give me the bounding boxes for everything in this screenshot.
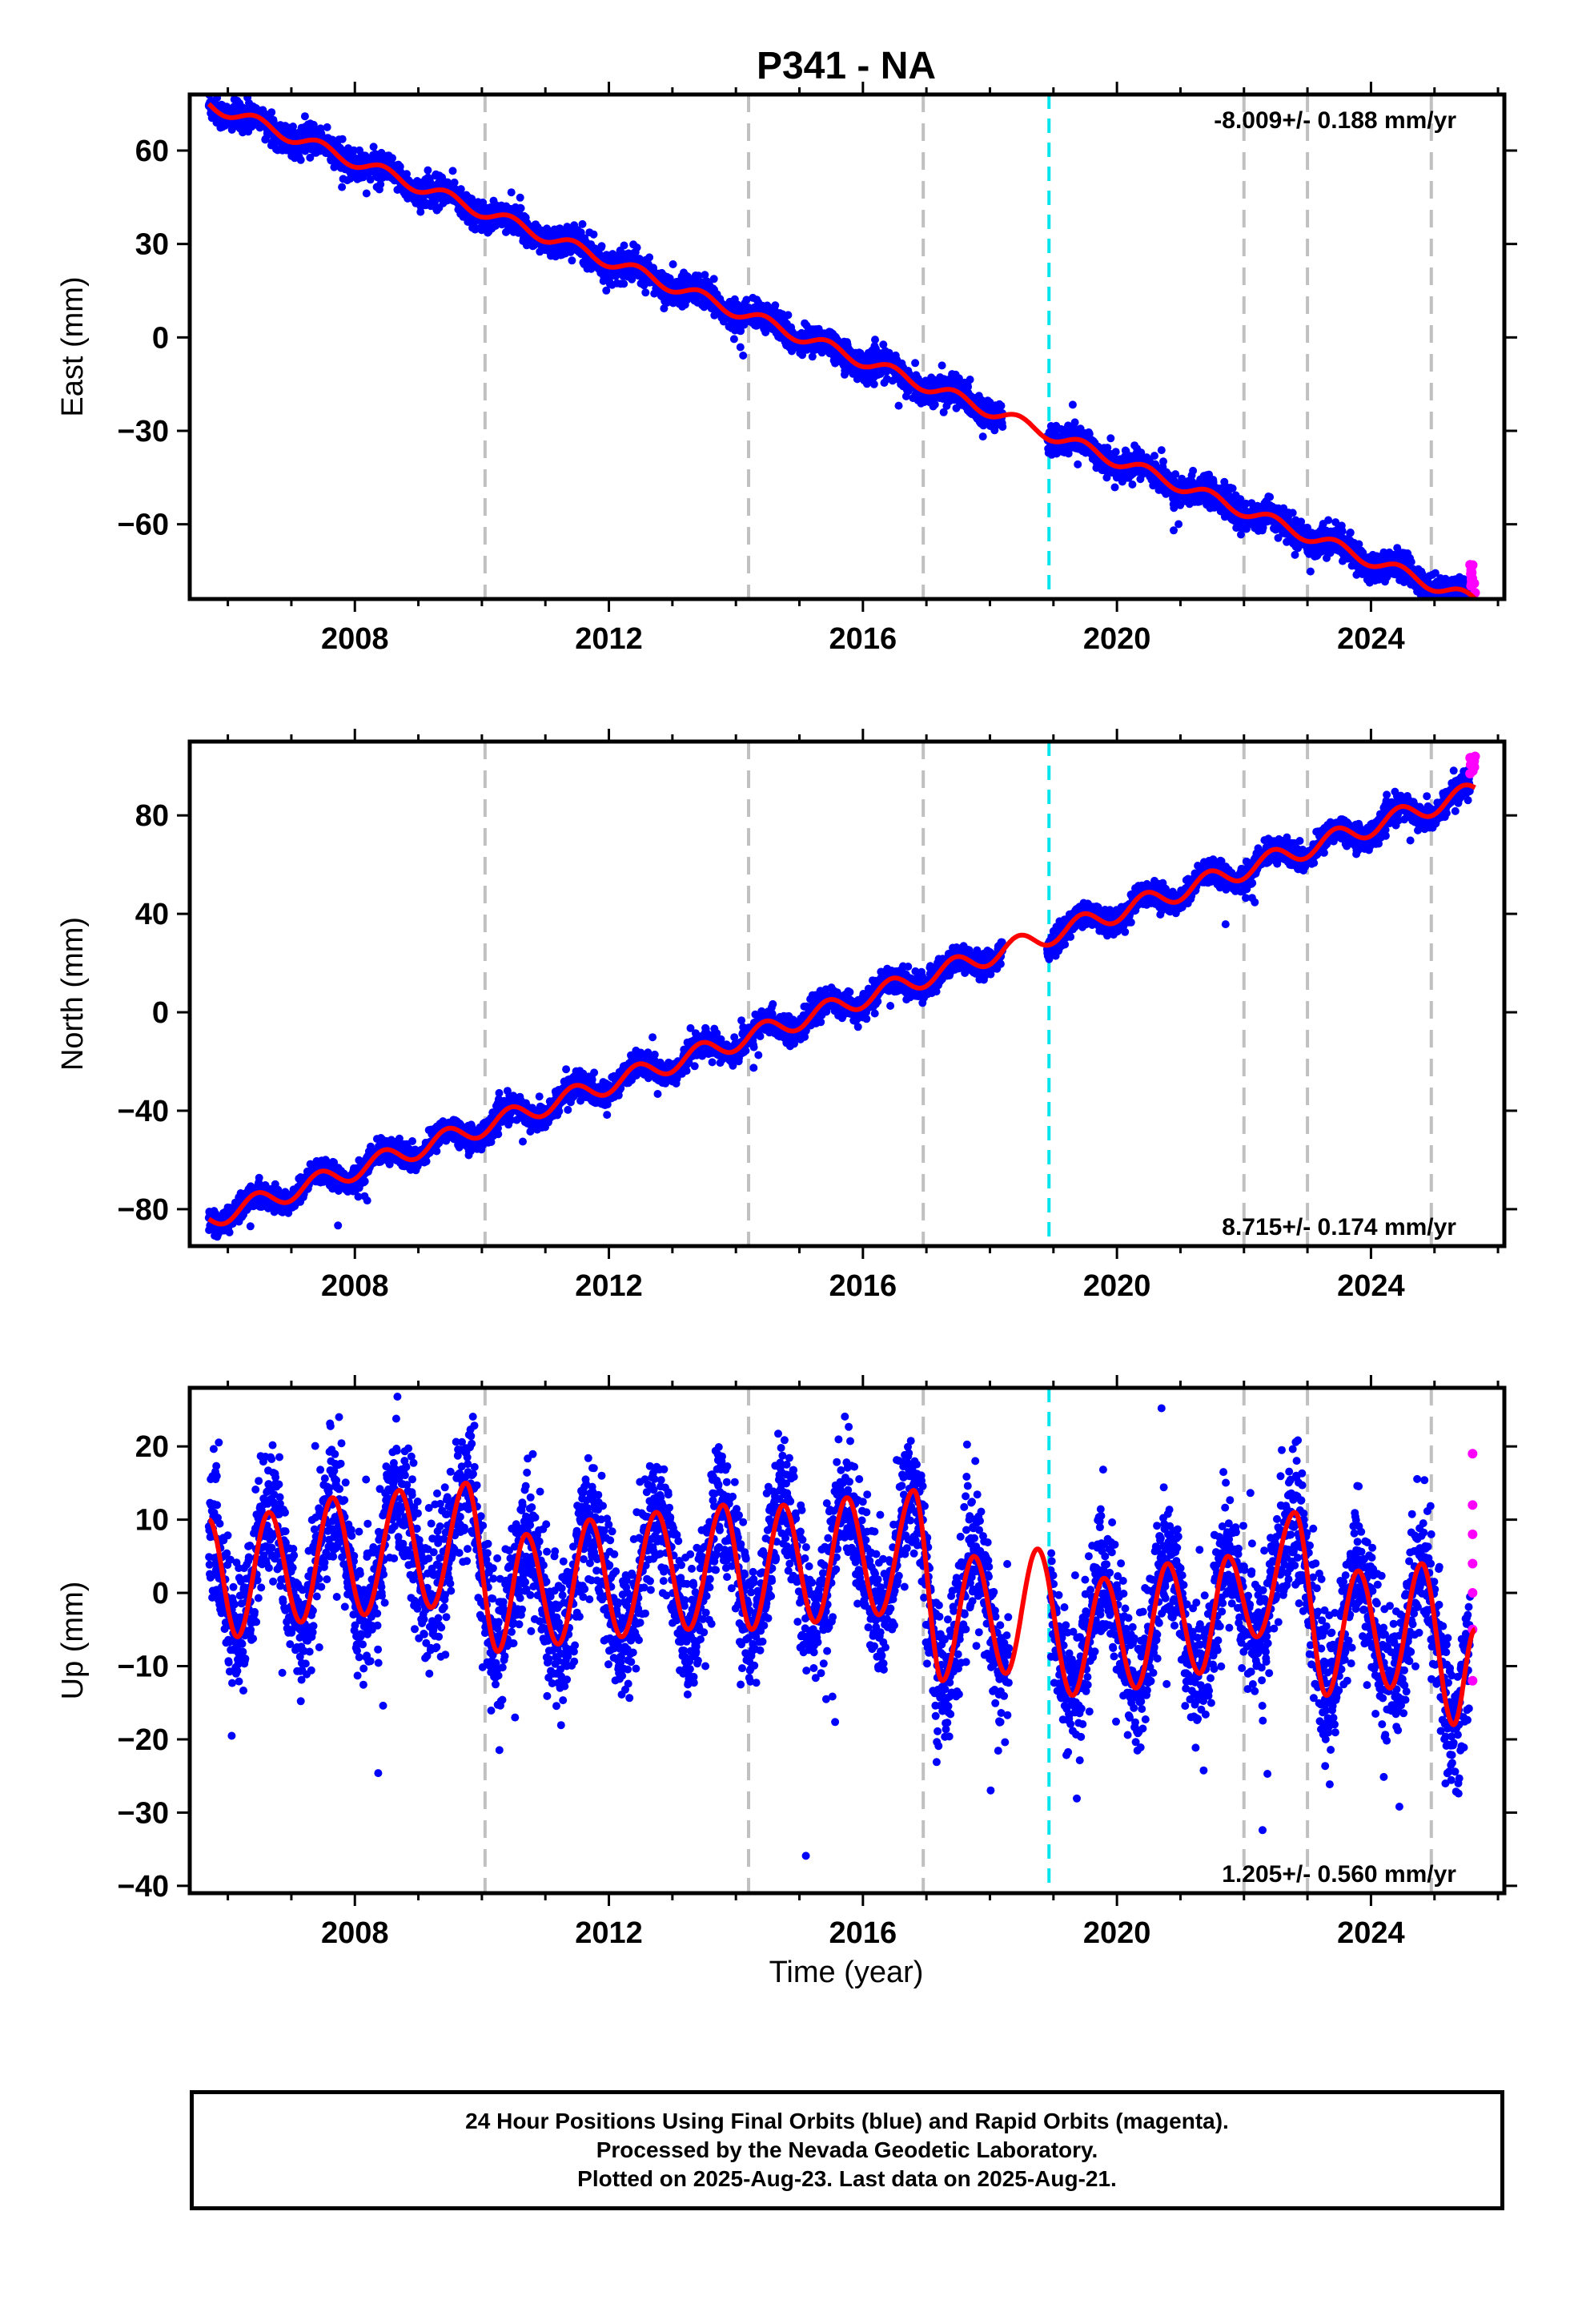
data-point	[1324, 516, 1333, 525]
data-point	[645, 253, 654, 262]
data-point	[739, 352, 748, 360]
data-point	[369, 143, 378, 151]
data-point	[1338, 527, 1347, 536]
data-point	[1407, 557, 1415, 566]
data-point	[362, 189, 371, 198]
data-point	[871, 336, 879, 344]
data-point	[568, 256, 576, 265]
data-point	[1106, 434, 1115, 443]
data-point	[1157, 446, 1166, 455]
data-point	[620, 241, 628, 250]
data-point	[1150, 452, 1158, 460]
data-point	[350, 146, 358, 155]
data-point	[1228, 484, 1237, 493]
data-point	[376, 180, 385, 189]
data-point	[771, 301, 780, 310]
chart-title: P341 - NA	[757, 45, 936, 87]
data-point	[597, 242, 606, 251]
data-point	[869, 380, 878, 388]
data-point	[1170, 526, 1178, 535]
data-point	[641, 288, 650, 297]
data-point	[403, 170, 411, 179]
data-point	[966, 376, 974, 384]
data-point	[1128, 480, 1137, 489]
data-point	[296, 155, 305, 164]
data-point	[267, 108, 276, 117]
data-point	[268, 79, 276, 87]
data-point	[1174, 520, 1183, 529]
final-orbit-points	[204, 79, 1475, 610]
data-point	[1346, 529, 1355, 537]
data-point	[632, 243, 641, 252]
data-point	[578, 219, 587, 228]
data-point	[1288, 509, 1297, 517]
data-point	[507, 188, 516, 197]
data-point	[269, 117, 278, 126]
data-point	[620, 279, 628, 288]
data-point	[978, 432, 987, 441]
data-point	[388, 154, 396, 163]
data-point	[997, 401, 1006, 410]
data-point	[669, 260, 677, 268]
data-point	[998, 423, 1007, 431]
data-point	[1306, 567, 1315, 576]
data-point	[1110, 483, 1119, 492]
data-point	[1068, 400, 1077, 409]
data-point	[338, 135, 347, 143]
data-point	[894, 401, 903, 410]
data-point	[338, 183, 347, 191]
data-point	[424, 166, 432, 175]
data-point	[450, 178, 459, 187]
data-point	[1443, 601, 1451, 609]
plot-area	[204, 79, 1480, 610]
data-point	[289, 123, 297, 131]
data-point	[1437, 602, 1445, 610]
data-point	[938, 361, 946, 370]
data-point	[729, 335, 738, 344]
data-point	[1111, 448, 1120, 456]
data-point	[366, 175, 375, 184]
data-point	[1074, 460, 1082, 468]
data-point	[709, 275, 718, 283]
data-point	[1070, 418, 1079, 427]
data-point	[911, 359, 920, 368]
data-point	[516, 193, 524, 202]
data-point	[1266, 493, 1275, 501]
data-point	[1159, 457, 1167, 466]
data-point	[323, 123, 331, 131]
data-point	[300, 112, 309, 121]
data-point	[784, 311, 793, 320]
data-point	[930, 400, 939, 409]
data-point	[448, 167, 457, 175]
data-point	[736, 343, 745, 352]
data-point	[306, 153, 315, 162]
data-point	[1189, 466, 1198, 475]
data-point	[516, 204, 525, 212]
data-point	[589, 230, 598, 239]
data-point	[456, 185, 465, 194]
